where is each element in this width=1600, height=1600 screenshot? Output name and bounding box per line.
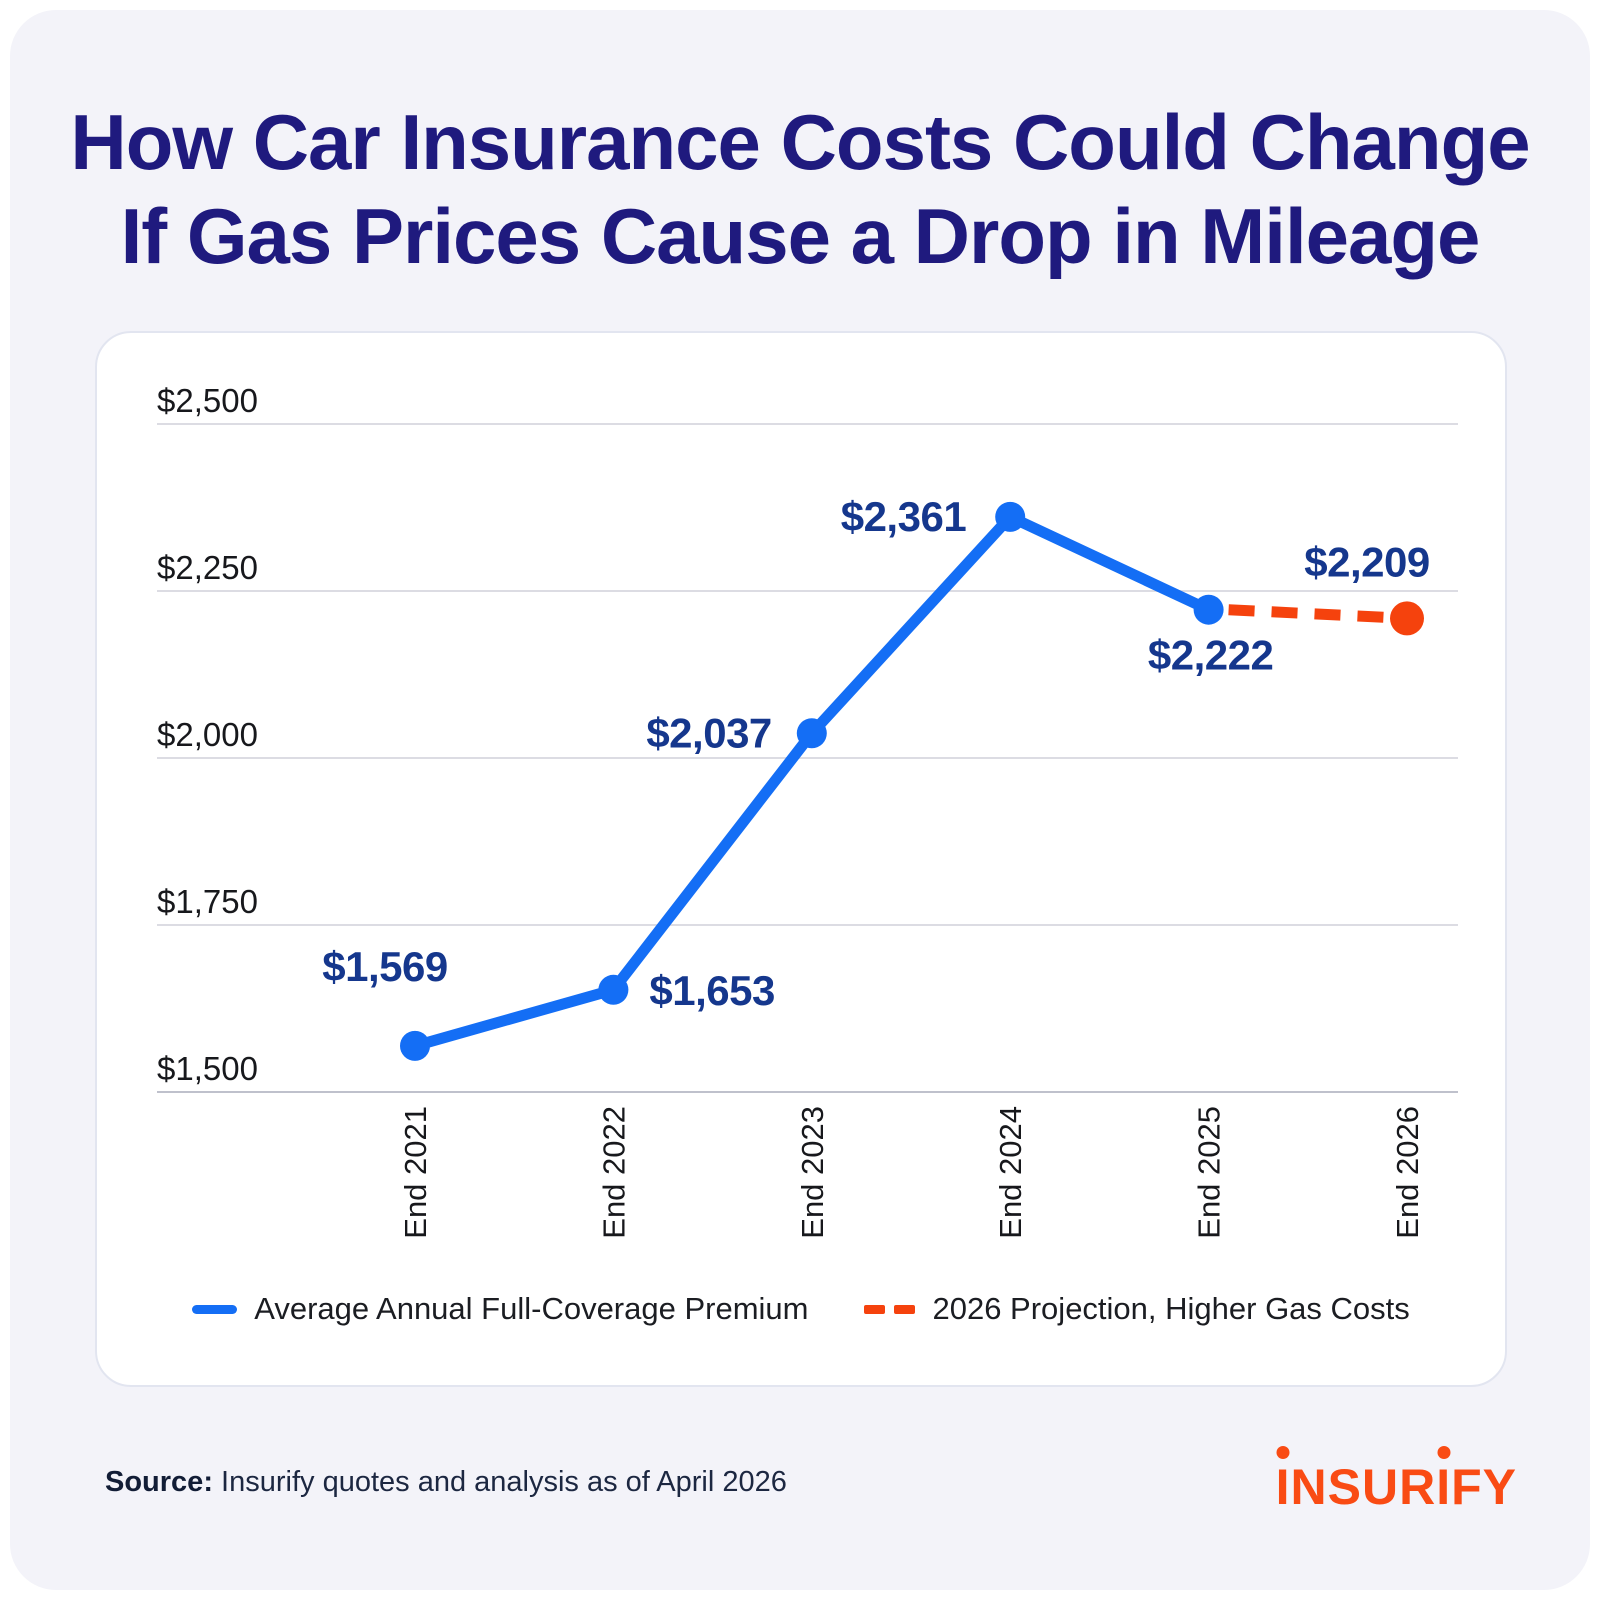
x-tick-label: End 2025 — [1192, 1106, 1227, 1239]
insurify-logo: InsurIfy — [1275, 1459, 1517, 1515]
data-point-label: $1,653 — [649, 967, 774, 1014]
source-label: Source: — [105, 1465, 213, 1498]
premium-data-point — [1193, 594, 1224, 625]
premium-data-point — [796, 718, 827, 749]
chart-svg: $2,500 $2,250 $2,000 $1,750 $1,500 End 2021 En… — [157, 382, 1458, 1239]
data-point-label: $2,222 — [1148, 632, 1273, 679]
source-text: Insurify quotes and analysis as of April… — [221, 1465, 787, 1498]
data-point-label: $1,569 — [322, 943, 447, 990]
x-tick-label: End 2024 — [993, 1106, 1028, 1239]
premium-line — [409, 511, 1215, 1052]
y-tick-label: $1,750 — [157, 883, 258, 920]
x-tick-label: End 2022 — [596, 1106, 631, 1239]
data-point-label: $2,209 — [1304, 538, 1429, 585]
y-tick-label: $2,250 — [157, 549, 258, 586]
legend-item-projection: 2026 Projection, Higher Gas Costs — [864, 1291, 1410, 1327]
premium-data-point — [598, 974, 629, 1005]
legend-item-premium: Average Annual Full-Coverage Premium — [192, 1291, 808, 1327]
data-point-label: $2,037 — [646, 709, 771, 756]
projection-data-point — [1390, 601, 1424, 636]
y-tick-label: $2,000 — [157, 716, 258, 753]
legend-label-premium: Average Annual Full-Coverage Premium — [254, 1291, 809, 1326]
data-point-label: $2,361 — [841, 493, 967, 540]
dashed-line-swatch-icon — [864, 1304, 916, 1314]
chart-card: $2,500 $2,250 $2,000 $1,750 $1,500 End 2021 En… — [95, 331, 1507, 1387]
source-note: Source: Insurify quotes and analysis as … — [105, 1466, 787, 1499]
y-tick-label: $1,500 — [157, 1050, 258, 1087]
logo-letter-i: I — [1275, 1459, 1291, 1515]
premium-data-point — [400, 1030, 430, 1061]
x-tick-label: End 2021 — [398, 1106, 433, 1239]
x-tick-label: End 2026 — [1390, 1106, 1425, 1239]
chart-legend: Average Annual Full-Coverage Premium 202… — [97, 1291, 1505, 1327]
projection-line — [1228, 604, 1408, 624]
logo-letter-i: I — [1436, 1459, 1452, 1515]
y-tick-label: $2,500 — [157, 382, 258, 419]
footer: Source: Insurify quotes and analysis as … — [105, 1452, 1517, 1512]
page-title: How Car Insurance Costs Could Change If … — [10, 96, 1590, 283]
premium-data-point — [995, 501, 1026, 532]
title-line-1: How Car Insurance Costs Could Change — [70, 98, 1530, 186]
solid-line-swatch-icon — [192, 1304, 238, 1314]
legend-label-projection: 2026 Projection, Higher Gas Costs — [932, 1291, 1410, 1326]
infographic-canvas: How Car Insurance Costs Could Change If … — [10, 10, 1590, 1590]
x-tick-label: End 2023 — [795, 1106, 830, 1239]
title-line-2: If Gas Prices Cause a Drop in Mileage — [120, 191, 1481, 280]
